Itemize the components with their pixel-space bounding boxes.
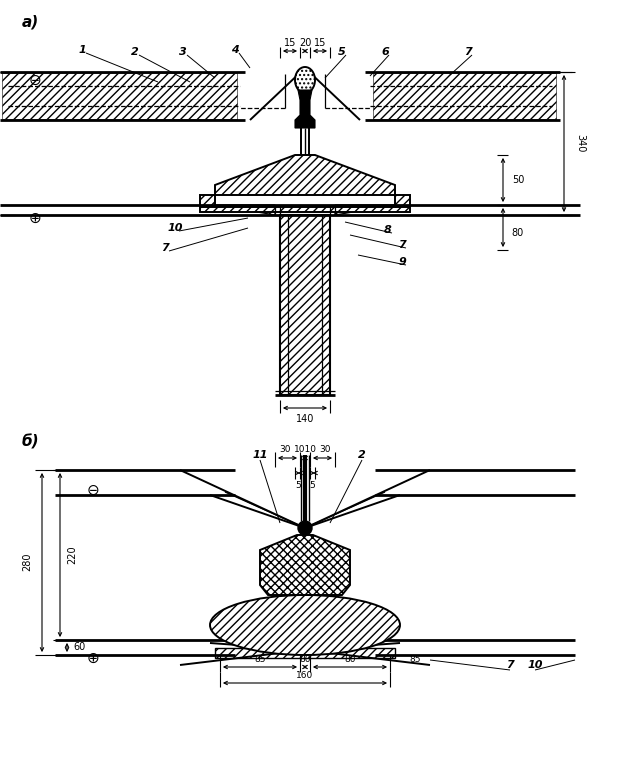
Text: 8: 8	[384, 225, 392, 235]
Text: 5: 5	[338, 47, 346, 57]
Text: б): б)	[22, 434, 40, 449]
Text: 2: 2	[131, 47, 139, 57]
Text: 160: 160	[296, 672, 314, 681]
Text: 11: 11	[252, 450, 268, 460]
Text: 7: 7	[464, 47, 472, 57]
Text: 340: 340	[575, 134, 585, 153]
Text: 15: 15	[314, 38, 326, 48]
Text: 80: 80	[299, 656, 311, 664]
Text: 2: 2	[358, 450, 366, 460]
Ellipse shape	[210, 595, 400, 655]
Ellipse shape	[298, 521, 312, 535]
Bar	[2, 73, 237, 119]
Text: 10: 10	[167, 223, 183, 233]
Text: 140: 140	[296, 414, 314, 424]
Text: 7: 7	[506, 660, 514, 670]
Text: 1: 1	[78, 45, 86, 55]
Text: 9: 9	[398, 257, 406, 267]
Text: 3: 3	[179, 47, 187, 57]
Text: 85: 85	[254, 656, 266, 664]
Text: а): а)	[22, 14, 39, 30]
Polygon shape	[215, 155, 395, 195]
Text: 4: 4	[231, 45, 239, 55]
Bar	[280, 215, 330, 395]
Text: 30: 30	[279, 445, 291, 453]
Text: ⊕: ⊕	[29, 210, 42, 225]
Text: 1010: 1010	[293, 445, 316, 453]
Polygon shape	[335, 205, 395, 215]
Polygon shape	[260, 535, 350, 595]
Text: ⊖: ⊖	[29, 73, 42, 87]
Text: 20: 20	[299, 38, 311, 48]
Text: 50: 50	[512, 175, 524, 185]
Ellipse shape	[295, 67, 315, 93]
Text: 7: 7	[161, 243, 169, 253]
Text: 60: 60	[74, 642, 86, 652]
Bar	[373, 73, 556, 119]
Text: 280: 280	[22, 553, 32, 572]
Text: 80: 80	[512, 228, 524, 238]
Text: 30: 30	[319, 445, 330, 453]
Polygon shape	[215, 205, 275, 215]
Text: 10: 10	[527, 660, 542, 670]
Bar	[215, 648, 395, 658]
Text: 6: 6	[381, 47, 389, 57]
Polygon shape	[200, 195, 410, 212]
Text: ⊕: ⊕	[87, 650, 99, 666]
Text: 7: 7	[398, 240, 406, 250]
Text: ⊖: ⊖	[87, 483, 99, 497]
Text: 220: 220	[67, 546, 77, 564]
Text: 85: 85	[409, 656, 421, 664]
Text: 5: 5	[295, 480, 301, 490]
Text: 15: 15	[284, 38, 296, 48]
Text: 80: 80	[344, 656, 356, 664]
Text: 5: 5	[309, 480, 315, 490]
Polygon shape	[295, 90, 315, 128]
